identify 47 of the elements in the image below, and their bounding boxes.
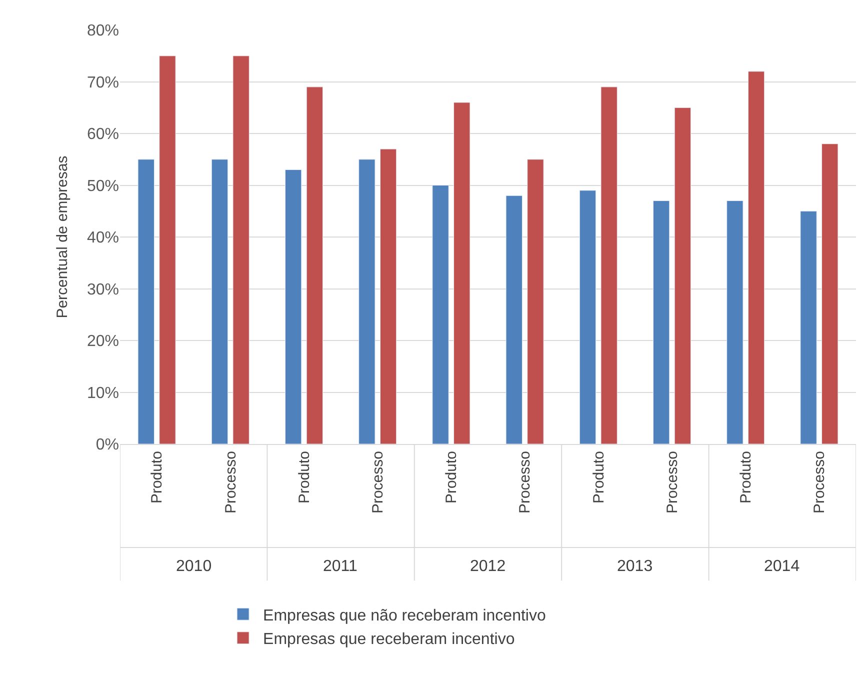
y-tick-label: 30% — [86, 281, 119, 298]
y-tick-label: 50% — [86, 178, 119, 195]
x-tick-label: Produto — [148, 451, 166, 504]
y-tick-label: 40% — [86, 230, 119, 247]
x-tick-label: Processo — [222, 451, 240, 514]
bar — [600, 86, 618, 444]
text: 2013 — [617, 558, 653, 575]
y-tick-label: 60% — [86, 126, 119, 144]
x-tick-label: Processo — [811, 451, 828, 514]
bar — [527, 159, 544, 444]
y-tick-label: 70% — [86, 74, 119, 92]
bar — [284, 169, 302, 444]
x-tick-label: Produto — [590, 451, 608, 504]
bar — [652, 200, 670, 444]
y-axis-title: Percentual de empresas — [54, 156, 72, 318]
text: 2012 — [470, 558, 506, 575]
bar — [211, 159, 228, 444]
y-tick-label: 80% — [86, 22, 119, 40]
bar — [726, 200, 744, 444]
bar — [138, 159, 154, 444]
text: 2014 — [764, 558, 800, 575]
bar — [454, 102, 470, 444]
x-tick-label: Produto — [296, 451, 313, 504]
bar — [579, 190, 596, 444]
y-tick-label: 20% — [86, 333, 119, 350]
x-tick-label: Processo — [369, 451, 386, 514]
bar — [748, 71, 765, 444]
y-tick-label: 10% — [86, 384, 119, 402]
bar — [306, 86, 324, 444]
bar — [506, 195, 522, 444]
bar — [432, 185, 449, 444]
x-tick-label: Produto — [737, 451, 754, 504]
y-tick-label: 0% — [96, 436, 119, 454]
text: 2010 — [176, 558, 212, 575]
text: 2011 — [323, 558, 358, 575]
bar — [380, 148, 397, 444]
bar — [232, 56, 250, 444]
bar — [159, 56, 176, 444]
bar — [358, 159, 376, 444]
legend-label: Empresas que não receberam incentivo — [263, 607, 546, 624]
x-tick-label: Processo — [664, 451, 681, 514]
legend-label: Empresas que receberam incentivo — [263, 631, 515, 648]
x-tick-label: Produto — [443, 451, 460, 504]
bar — [822, 144, 838, 444]
x-tick-label: Processo — [516, 451, 534, 514]
bar — [800, 210, 817, 444]
bar — [674, 107, 692, 444]
